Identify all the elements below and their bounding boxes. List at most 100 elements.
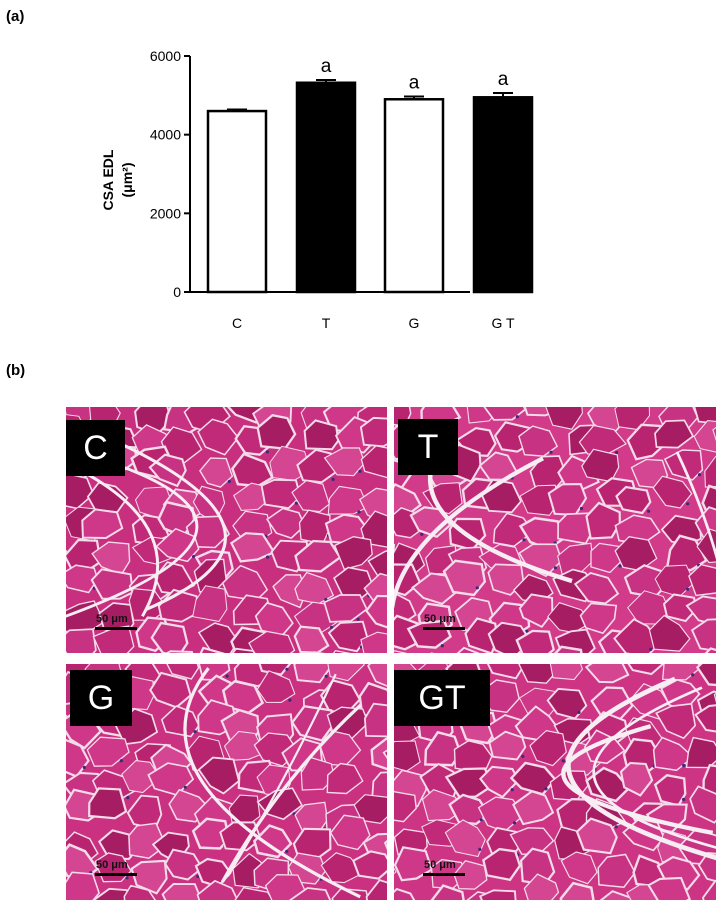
muscle-fiber [488, 730, 527, 761]
muscle-fiber [585, 766, 631, 803]
y-axis-unit: (μm²) [119, 163, 135, 198]
muscle-fiber [704, 647, 716, 653]
nucleus [193, 730, 197, 734]
muscle-fiber [360, 631, 387, 653]
muscle-fiber [130, 859, 168, 895]
nucleus [475, 586, 479, 590]
muscle-fiber [704, 455, 716, 488]
muscle-fiber [512, 790, 555, 826]
scale-label: 50 μm [96, 613, 128, 625]
muscle-fiber [515, 629, 555, 653]
muscle-fiber [547, 483, 588, 517]
x-tick-label: G T [491, 315, 515, 331]
scale-label: 50 μm [424, 613, 456, 625]
muscle-fiber [394, 650, 408, 653]
scale-label: 50 μm [96, 859, 128, 871]
muscle-fiber [585, 501, 621, 540]
nucleus [331, 477, 335, 481]
y-axis-label: CSA EDL [100, 149, 116, 210]
micrograph-label: T [398, 419, 458, 475]
nucleus [119, 759, 123, 763]
significance-label: a [321, 56, 332, 77]
muscle-fiber [573, 571, 620, 605]
muscle-fiber [123, 884, 157, 900]
nucleus [288, 698, 292, 702]
muscle-fiber [554, 645, 583, 653]
nucleus [553, 566, 557, 570]
nucleus [579, 506, 584, 511]
nucleus [512, 821, 517, 825]
muscle-fiber [300, 756, 335, 791]
muscle-fiber [258, 664, 292, 676]
muscle-fiber [394, 846, 434, 882]
micrograph-c: C 50 μm [66, 407, 387, 653]
muscle-fiber [575, 817, 618, 855]
muscle-fiber [662, 593, 697, 623]
x-tick-label: T [322, 315, 331, 331]
bars: aa a [206, 56, 534, 294]
muscle-fiber [359, 416, 387, 448]
muscle-fiber [518, 593, 554, 628]
muscle-fiber [665, 534, 708, 572]
muscle-fiber [230, 452, 275, 488]
muscle-fiber [294, 539, 342, 573]
y-tick-label: 4000 [150, 127, 181, 143]
nucleus [649, 647, 653, 651]
nucleus [265, 450, 269, 454]
muscle-fiber [360, 510, 387, 548]
muscle-fiber [248, 630, 296, 653]
muscle-fiber [327, 620, 369, 653]
connective-tissue [226, 673, 337, 877]
nucleus [126, 796, 130, 800]
muscle-fiber [695, 664, 716, 687]
muscle-fiber [81, 508, 124, 540]
significance-label: a [498, 69, 509, 90]
muscle-fiber [444, 767, 494, 798]
nucleus [227, 479, 231, 484]
nucleus [618, 564, 622, 568]
nucleus [183, 785, 187, 789]
tissue-texture [66, 407, 387, 653]
muscle-fiber [613, 618, 662, 653]
connective-tissue [66, 450, 199, 618]
muscle-fiber [323, 594, 368, 623]
muscle-fiber [689, 785, 716, 824]
muscle-fiber [713, 692, 716, 704]
muscle-fiber [88, 787, 128, 820]
bar-t [295, 81, 357, 294]
nucleus [544, 787, 548, 791]
muscle-fiber [363, 702, 387, 738]
nucleus [294, 501, 298, 505]
muscle-fiber [164, 650, 194, 653]
nucleus [285, 849, 289, 853]
nucleus [192, 555, 196, 559]
muscle-fiber [160, 705, 200, 738]
muscle-fiber [483, 407, 527, 421]
muscle-fiber [66, 472, 95, 510]
muscle-fiber [442, 559, 487, 597]
micrograph-g: G 50 μm [66, 664, 387, 900]
muscle-fiber [231, 647, 256, 653]
muscle-fiber [264, 874, 309, 900]
muscle-fiber [549, 664, 584, 681]
nucleus [440, 644, 444, 648]
muscle-fiber [712, 426, 716, 442]
connective-tissue [80, 469, 160, 618]
muscle-fiber [382, 749, 387, 760]
connective-tissue [675, 451, 716, 560]
muscle-fiber [365, 879, 387, 900]
muscle-fiber [329, 814, 371, 851]
muscle-fiber [448, 793, 491, 826]
muscle-fiber [327, 664, 365, 682]
muscle-fiber [223, 730, 266, 761]
nucleus [686, 502, 690, 506]
muscle-fiber [291, 479, 331, 513]
muscle-fiber [121, 760, 161, 794]
nucleus [697, 473, 702, 477]
muscle-fiber [693, 407, 716, 425]
muscle-fiber [655, 702, 697, 740]
muscle-fiber [370, 737, 387, 771]
nucleus [510, 788, 514, 792]
muscle-fiber [694, 704, 716, 733]
muscle-fiber [192, 585, 228, 622]
